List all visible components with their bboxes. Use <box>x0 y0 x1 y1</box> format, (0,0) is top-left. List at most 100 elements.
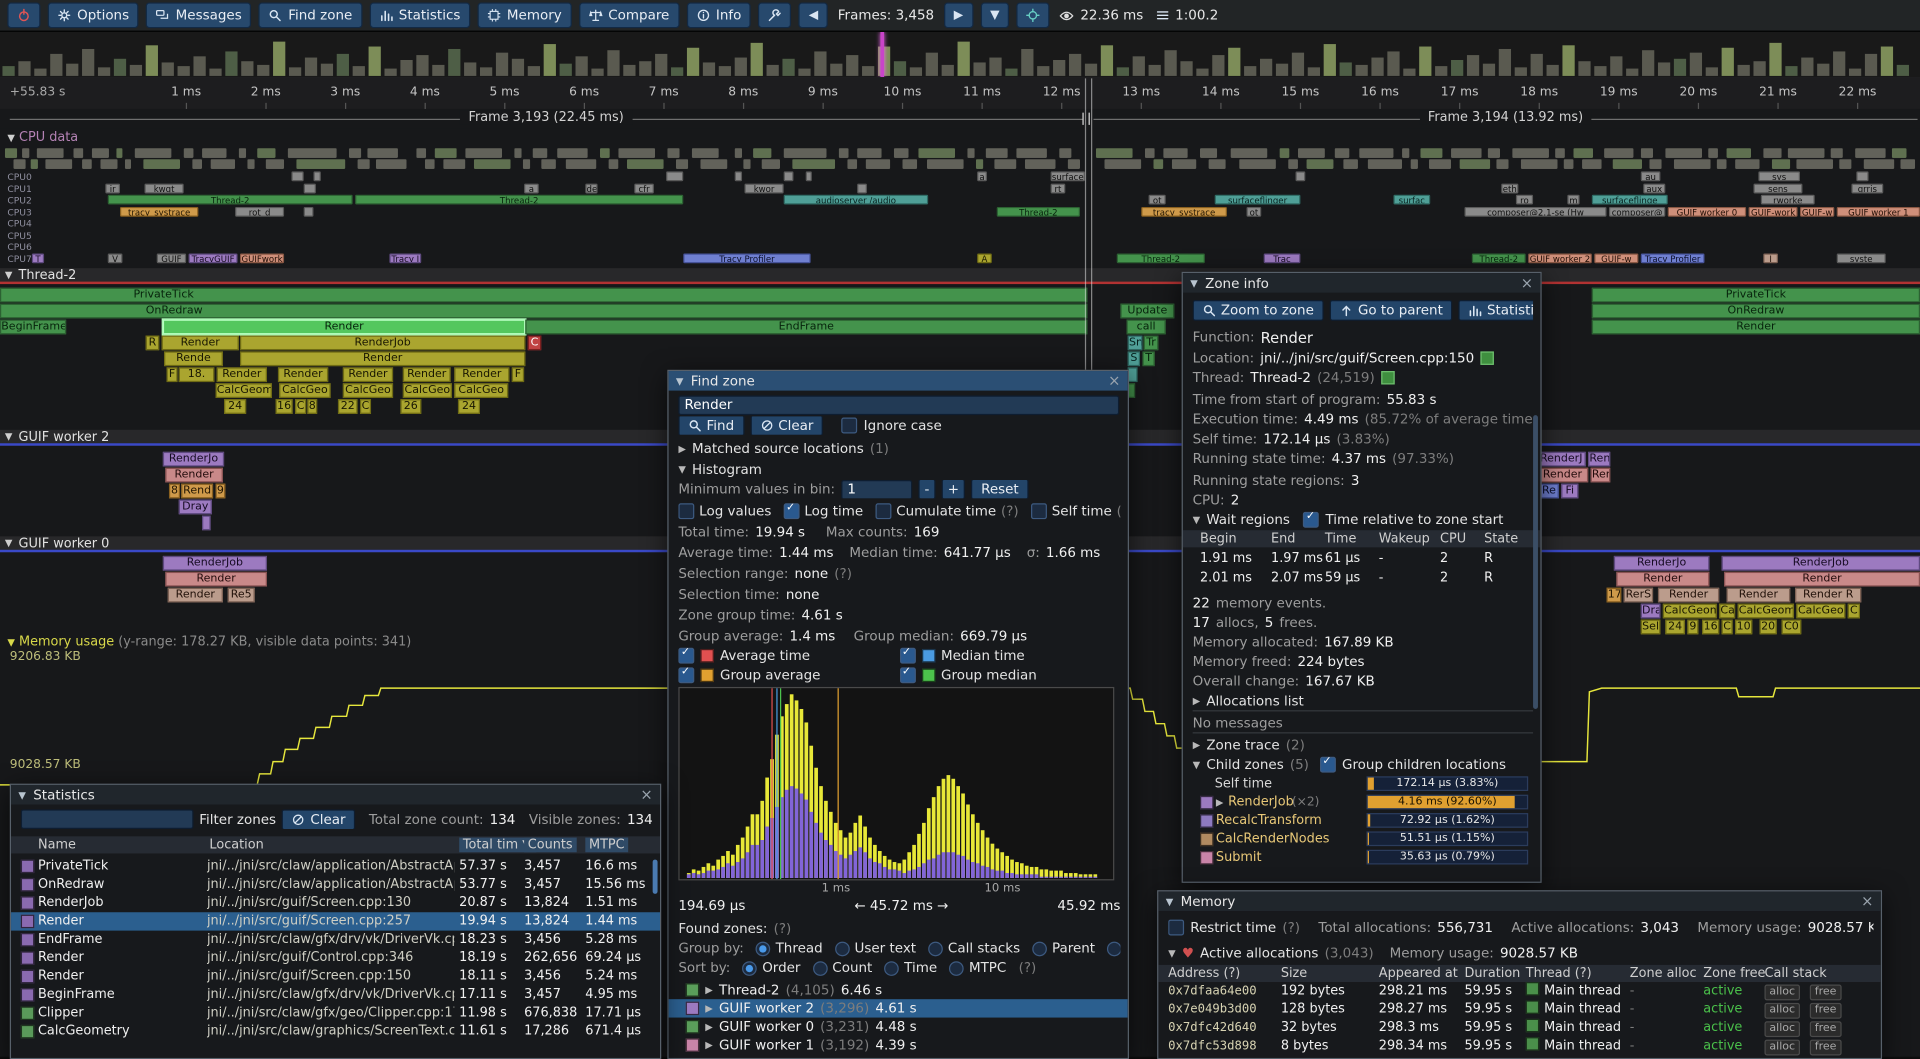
options-button[interactable]: Options <box>47 2 139 29</box>
radio-button[interactable] <box>928 941 944 956</box>
zone-info-titlebar[interactable]: ▼ Zone info × <box>1182 273 1541 293</box>
timeline-zone[interactable]: Render <box>1724 571 1920 587</box>
active-allocations-section[interactable]: Active allocations <box>1200 945 1319 962</box>
cpu-zone-segment[interactable]: GUIFwork <box>240 252 285 263</box>
free-callstack-button[interactable]: free <box>1809 984 1842 1001</box>
stats-table-row[interactable]: RenderJob jni/../jni/src/guif/Screen.cpp:… <box>11 894 660 912</box>
allocation-address[interactable]: 0x7e049b3d00 <box>1168 1002 1257 1017</box>
timeline-zone[interactable]: PrivateTick <box>1591 287 1920 303</box>
info-button[interactable]: Info <box>686 2 752 29</box>
radio-option-order[interactable]: Order <box>742 960 800 976</box>
memory-column-header[interactable]: Thread (?) <box>1525 966 1592 981</box>
timeline-zone[interactable]: Render <box>277 367 329 383</box>
time-ruler[interactable]: +55.83 s 1 ms 2 ms 3 ms 4 ms 5 ms 6 ms 7 ms 8 m… <box>0 77 1920 111</box>
timeline-zone[interactable]: OnRedraw <box>1591 303 1920 319</box>
appeared-at[interactable]: 298.27 ms <box>1378 1001 1448 1017</box>
search-input[interactable]: Render <box>678 395 1120 416</box>
messages-button[interactable]: Messages <box>146 2 252 29</box>
timeline-zone[interactable]: Dray <box>178 499 212 515</box>
stats-column-header[interactable]: Name <box>37 837 76 853</box>
cpu-zone-segment[interactable]: a <box>977 171 987 182</box>
stats-table-row[interactable]: EndFrame jni/../jni/src/claw/gfx/drv/vk/D… <box>11 931 660 949</box>
cpu-zone-segment[interactable] <box>857 183 867 193</box>
timeline-zone[interactable]: RenderJob <box>240 335 526 351</box>
timeline-zone[interactable]: BeginFrame <box>0 319 67 335</box>
current-frame-marker[interactable] <box>880 31 885 78</box>
cpu-zone-segment[interactable]: eth <box>1501 183 1519 193</box>
memory-column-header[interactable]: Zone free <box>1703 966 1766 981</box>
timeline-zone[interactable]: Render <box>1657 587 1720 603</box>
radio-button[interactable] <box>1107 941 1121 956</box>
cpu-zone-segment[interactable]: tracy_systrace <box>1141 206 1227 217</box>
child-zones-label[interactable]: Child zones <box>1206 756 1284 773</box>
cpu-zone-segment[interactable] <box>783 171 794 182</box>
cpu-zone-segment[interactable]: Thread-2 <box>1116 252 1205 263</box>
radio-option-mtpc[interactable]: MTPC <box>949 960 1006 976</box>
statistics-button[interactable]: Statistics <box>369 2 471 29</box>
timeline-zone[interactable]: RenderJob <box>1721 555 1920 571</box>
timeline-zone[interactable]: Rende <box>164 351 223 367</box>
timeline-zone[interactable]: RenderJ <box>1536 451 1586 467</box>
memory-column-header[interactable]: Address (?) <box>1168 966 1241 981</box>
alloc-callstack-button[interactable]: alloc <box>1764 1039 1800 1056</box>
min-bin-decrease-button[interactable]: - <box>918 480 936 499</box>
collapse-icon[interactable]: ▼ <box>1192 514 1201 526</box>
memory-table-row[interactable]: 0x7dfc42d640 32 bytes 298.3 ms 59.95 s Main … <box>1158 1018 1880 1038</box>
min-bin-input[interactable]: 1 <box>841 480 913 499</box>
cpu-zone-segment[interactable]: rt <box>1050 183 1066 193</box>
memory-table-row[interactable]: 0x7e049b3d00 128 bytes 298.27 ms 59.95 s Mai… <box>1158 1000 1880 1019</box>
cpu-zone-segment[interactable]: ot <box>1148 194 1166 205</box>
timeline-zone[interactable]: Rend <box>1588 451 1611 467</box>
help-icon[interactable]: (?) <box>834 565 852 582</box>
log-time-checkbox[interactable] <box>783 502 800 520</box>
radio-option-call-stacks[interactable]: Call stacks <box>928 940 1020 956</box>
statistics-titlebar[interactable]: ▼ Statistics × <box>11 784 661 805</box>
free-callstack-button[interactable]: free <box>1809 1002 1842 1019</box>
timeline-zone[interactable]: Render <box>216 367 267 383</box>
found-zone-group[interactable]: ▶ Thread-2 (4,105) 6.46 s <box>669 981 1128 999</box>
radio-option-time[interactable]: Time <box>884 960 937 976</box>
cpu-zone-segment[interactable]: GUIF worker 2 <box>1528 252 1592 263</box>
radio-button[interactable] <box>812 960 828 976</box>
thread-band-thread-2[interactable]: ▼ Thread-2 <box>0 268 1920 285</box>
appeared-at[interactable]: 298.3 ms <box>1378 1020 1439 1035</box>
cpu-zone-segment[interactable]: GUIF-w <box>1800 206 1835 217</box>
stats-table-row[interactable]: PrivateTick jni/../jni/src/claw/applicati… <box>11 857 660 875</box>
stats-column-header[interactable]: Total tim ▼ <box>459 837 536 853</box>
timeline-zone[interactable]: C <box>295 399 307 414</box>
close-icon[interactable]: × <box>640 786 653 804</box>
expand-icon[interactable]: ▶ <box>705 1039 713 1051</box>
collapse-icon[interactable]: ▼ <box>7 636 15 648</box>
expand-icon[interactable]: ▶ <box>705 984 713 996</box>
stats-table-row[interactable]: CalcGeometry jni/../jni/src/claw/graphics… <box>11 1022 660 1040</box>
cpu-zone-segment[interactable]: tracy_systrace <box>120 206 199 217</box>
timeline-zone[interactable]: RerS <box>1623 587 1654 603</box>
timeline-zone[interactable]: Re <box>1539 483 1559 499</box>
collapse-icon[interactable]: ▼ <box>7 132 15 144</box>
cpu-zone-segment[interactable]: ot <box>1246 206 1262 217</box>
cpu-zone-segment[interactable]: Tracy I <box>389 252 422 263</box>
min-bin-increase-button[interactable]: + <box>941 480 966 499</box>
cpu-zone-segment[interactable]: audioserver /audio <box>783 194 929 205</box>
cpu-zone-segment[interactable]: surfaceflinger <box>1214 194 1301 205</box>
legend-checkbox[interactable] <box>678 647 695 664</box>
radio-button[interactable] <box>742 960 758 976</box>
timeline-zone[interactable]: CalcGeome <box>1662 603 1717 619</box>
cpu-zone-segment[interactable]: Thread-2 <box>996 206 1081 217</box>
child-zone-row[interactable]: Self time 172.14 μs (3.83%) <box>1183 775 1541 793</box>
find-button[interactable]: Find <box>678 416 744 435</box>
scrollbar[interactable] <box>1533 415 1538 709</box>
frame-label[interactable]: Frame 3,194 (13.92 ms) <box>1419 110 1592 125</box>
timeline-zone[interactable]: 16 <box>1702 619 1720 635</box>
wait-table-header[interactable]: Time <box>1324 531 1357 547</box>
cpu-zone-segment[interactable]: TracyGUIF <box>188 252 238 263</box>
find-zone-button[interactable]: Find zone <box>258 2 363 29</box>
zone-trace-label[interactable]: Zone trace <box>1206 737 1280 754</box>
timeline-zone[interactable]: Render <box>1726 587 1791 603</box>
timeline-zone[interactable]: call <box>1126 319 1166 335</box>
thread-cell[interactable]: Main thread <box>1525 1000 1624 1018</box>
clear-button[interactable]: Clear <box>750 416 824 435</box>
cpu-zone-segment[interactable]: a <box>524 183 539 193</box>
timeline-zone[interactable]: R <box>145 335 160 351</box>
